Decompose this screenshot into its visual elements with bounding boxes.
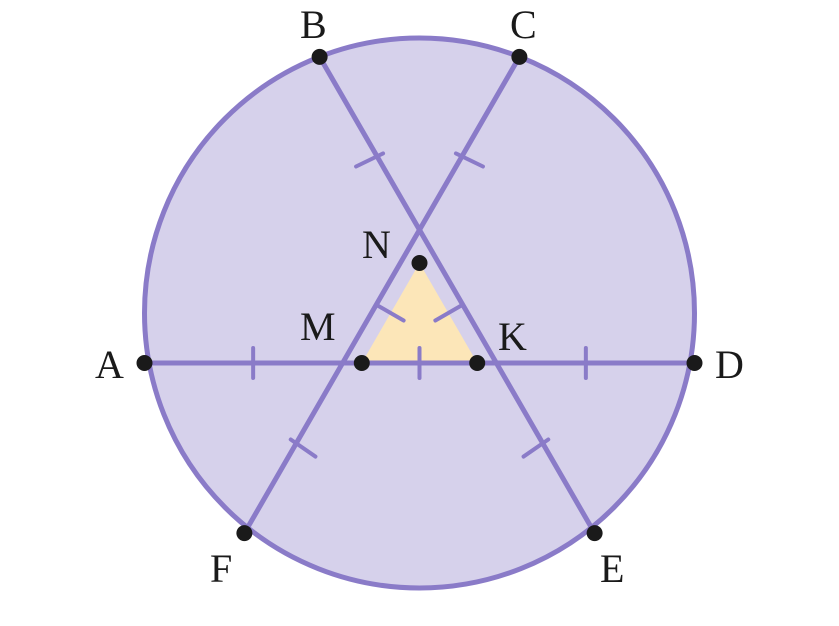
label-M: M [300, 304, 336, 349]
label-F: F [210, 546, 232, 591]
label-E: E [600, 546, 624, 591]
point-C [511, 49, 527, 65]
label-D: D [715, 342, 744, 387]
point-D [687, 355, 703, 371]
label-C: C [510, 2, 537, 47]
label-K: K [498, 314, 527, 359]
point-E [587, 525, 603, 541]
geometry-diagram: A B C D E F MN K [0, 0, 839, 626]
point-M [354, 355, 370, 371]
point-N [412, 255, 428, 271]
point-F [236, 525, 252, 541]
label-N: N [362, 222, 391, 267]
label-A: A [95, 342, 124, 387]
point-K [469, 355, 485, 371]
point-A [137, 355, 153, 371]
label-B: B [300, 2, 327, 47]
point-B [312, 49, 328, 65]
